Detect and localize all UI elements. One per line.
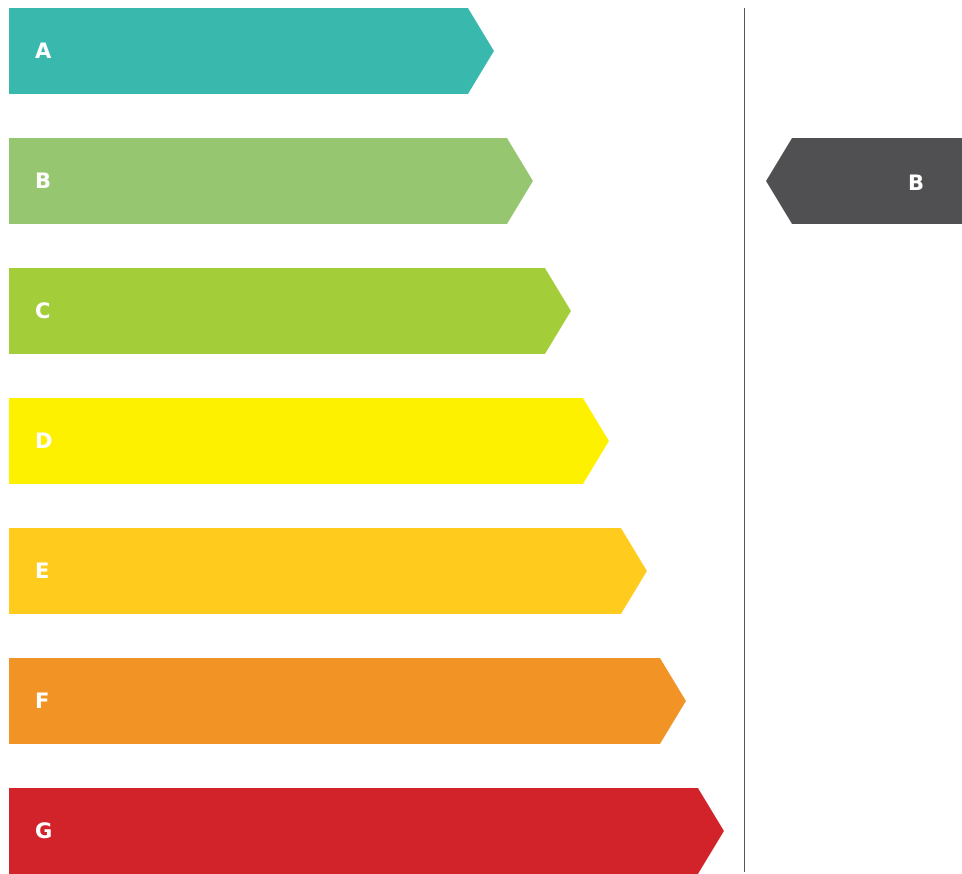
rating-arrow-a [9, 8, 494, 94]
arrow-shape-d [9, 398, 609, 484]
rating-label-d: D [35, 429, 53, 453]
arrow-shape-g [9, 788, 724, 874]
rating-label-a: A [35, 39, 52, 63]
arrow-shape-c [9, 268, 571, 354]
rating-arrow-d [9, 398, 609, 484]
arrow-shape-f [9, 658, 686, 744]
rating-label-e: E [35, 559, 50, 583]
rating-arrow-c [9, 268, 571, 354]
current-rating-label: B [908, 171, 925, 195]
rating-label-g: G [35, 819, 53, 843]
rating-arrow-e [9, 528, 647, 614]
rating-arrow-f [9, 658, 686, 744]
divider-line [744, 8, 745, 872]
current-arrow-shape [766, 138, 962, 224]
arrow-shape-a [9, 8, 494, 94]
rating-arrow-b [9, 138, 533, 224]
rating-label-b: B [35, 169, 52, 193]
current-rating-arrow [766, 138, 962, 224]
current-rating-indicator: B [766, 138, 962, 224]
rating-arrow-g [9, 788, 724, 874]
rating-label-c: C [35, 299, 51, 323]
arrow-shape-e [9, 528, 647, 614]
rating-label-f: F [35, 689, 50, 713]
arrow-shape-b [9, 138, 533, 224]
